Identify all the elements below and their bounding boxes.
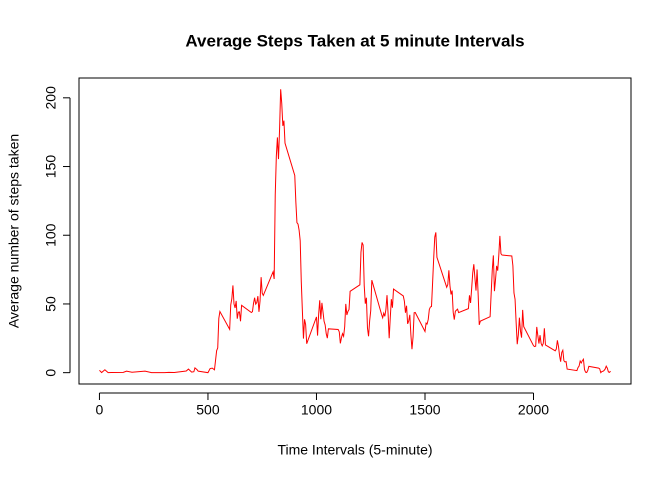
- x-axis-label: Time Intervals (5-minute): [277, 442, 432, 458]
- chart-title: Average Steps Taken at 5 minute Interval…: [185, 31, 524, 50]
- x-tick-label: 1500: [409, 402, 440, 418]
- x-tick-label: 1000: [301, 402, 332, 418]
- x-tick-label: 2000: [518, 402, 549, 418]
- y-tick-label: 200: [43, 86, 59, 110]
- y-tick-label: 50: [43, 296, 59, 312]
- y-tick-label: 150: [43, 155, 59, 179]
- data-line: [99, 89, 611, 374]
- y-tick-label: 100: [43, 223, 59, 247]
- x-tick-label: 500: [196, 402, 220, 418]
- y-tick-label: 0: [43, 369, 59, 377]
- plot-box: [78, 77, 632, 385]
- x-tick-label: 0: [96, 402, 104, 418]
- y-axis-label: Average number of steps taken: [6, 134, 22, 328]
